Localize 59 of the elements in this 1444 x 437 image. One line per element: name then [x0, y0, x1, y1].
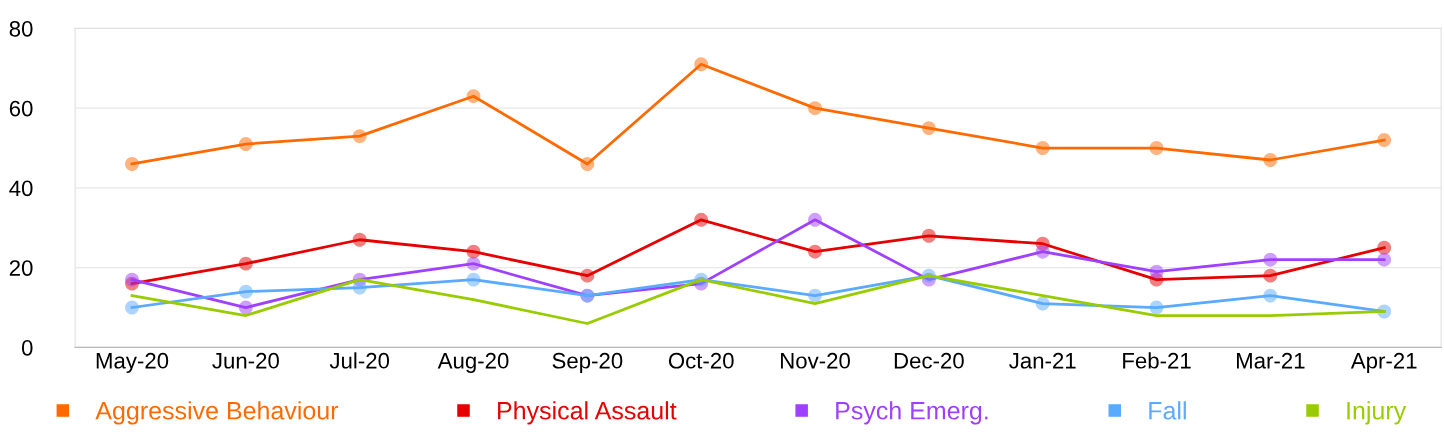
legend-label: Psych Emerg. — [836, 401, 988, 425]
legend-label: Physical Assault — [498, 401, 677, 425]
point — [238, 256, 253, 271]
point — [125, 272, 139, 287]
point — [808, 244, 822, 259]
point — [921, 121, 936, 136]
y-tick-label: 80 — [9, 20, 33, 37]
x-tick-label: Oct-20 — [668, 352, 734, 369]
point — [1377, 252, 1392, 267]
y-tick-label: 40 — [9, 180, 33, 197]
x-tick-label: Feb-21 — [1123, 352, 1191, 369]
point — [1149, 300, 1164, 315]
x-tick-label: Mar-21 — [1236, 352, 1305, 369]
point — [1035, 296, 1050, 311]
x-tick-label: Apr-21 — [1350, 352, 1417, 373]
point — [466, 244, 481, 259]
point — [1377, 240, 1392, 255]
point — [1035, 141, 1050, 155]
x-tick-label: Nov-20 — [781, 352, 850, 369]
point — [580, 157, 595, 171]
point — [808, 212, 822, 227]
point — [466, 256, 481, 271]
x-tick-label: Jul-20 — [329, 352, 390, 369]
x-tick-label: Jun-20 — [212, 352, 279, 369]
point — [1263, 153, 1278, 167]
legend-label: Injury — [1347, 401, 1407, 425]
point — [238, 284, 253, 299]
x-tick-label: Sep-20 — [552, 352, 623, 373]
point — [238, 137, 253, 151]
point — [694, 57, 709, 72]
point — [238, 300, 253, 315]
y-tick-label: 0 — [21, 339, 33, 356]
point — [466, 272, 481, 287]
point — [1263, 252, 1278, 267]
point — [1149, 141, 1164, 155]
x-tick-label: Aug-20 — [437, 352, 509, 373]
point — [466, 89, 481, 104]
point — [125, 157, 139, 171]
x-tick-label: May-20 — [96, 352, 169, 373]
point — [1263, 268, 1278, 283]
point — [125, 300, 139, 315]
point — [1149, 264, 1164, 279]
point — [352, 232, 367, 247]
legend-label: Aggressive Behaviour — [95, 401, 339, 425]
point — [808, 101, 822, 116]
y-tick-label: 20 — [9, 260, 33, 276]
point — [352, 129, 367, 144]
point — [808, 288, 822, 303]
y-tick-label: 60 — [9, 100, 33, 117]
x-tick-label: Jan-21 — [1009, 352, 1076, 369]
point — [1377, 133, 1392, 147]
point — [1263, 288, 1278, 303]
point — [580, 268, 595, 283]
point — [921, 228, 936, 243]
point — [1035, 244, 1050, 259]
point — [352, 280, 367, 295]
point — [694, 212, 709, 227]
x-tick-label: Dec-20 — [894, 352, 964, 369]
legend-label: Fall — [1149, 401, 1186, 420]
